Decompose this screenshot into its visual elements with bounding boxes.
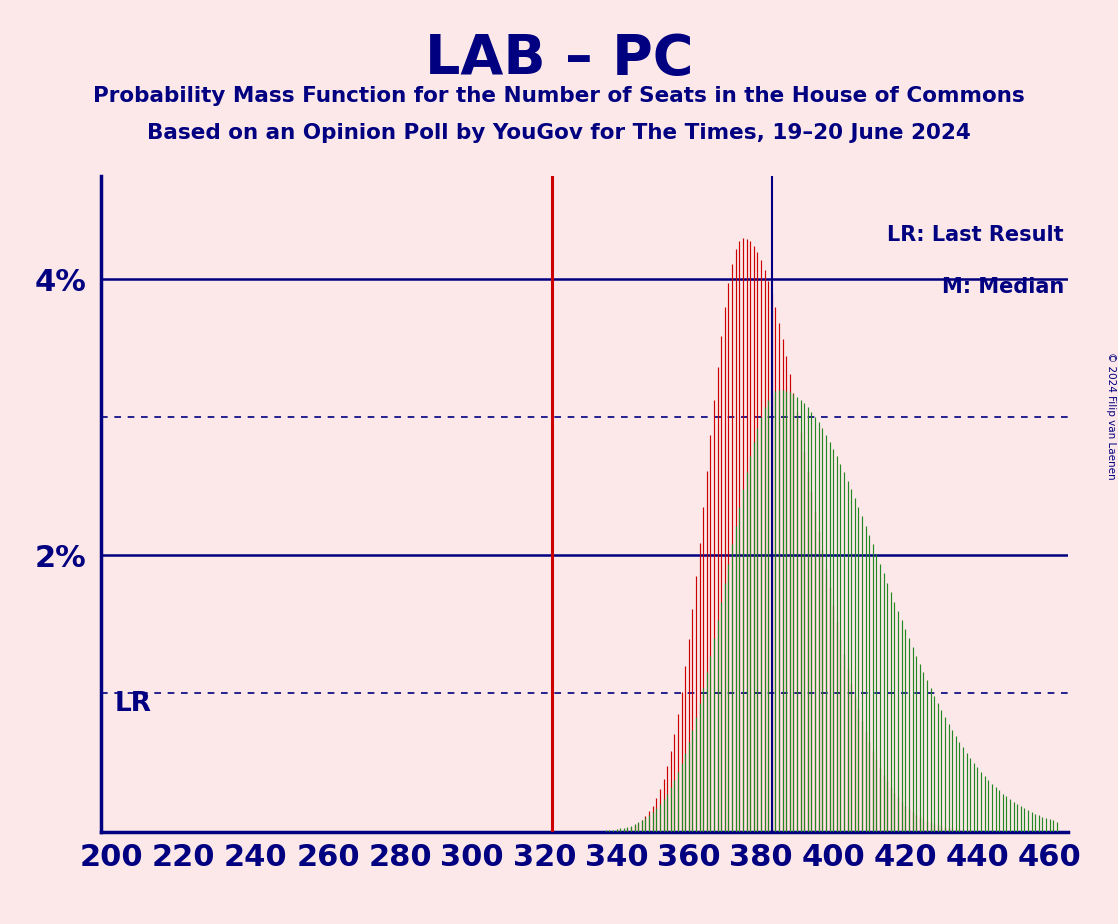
Text: Based on an Opinion Poll by YouGov for The Times, 19–20 June 2024: Based on an Opinion Poll by YouGov for T… xyxy=(148,123,970,143)
Text: LR: LR xyxy=(115,690,152,717)
Text: M: Median: M: Median xyxy=(941,277,1064,298)
Text: Probability Mass Function for the Number of Seats in the House of Commons: Probability Mass Function for the Number… xyxy=(93,86,1025,106)
Text: LAB – PC: LAB – PC xyxy=(425,32,693,86)
Text: © 2024 Filip van Laenen: © 2024 Filip van Laenen xyxy=(1106,352,1116,480)
Text: LR: Last Result: LR: Last Result xyxy=(888,225,1064,245)
